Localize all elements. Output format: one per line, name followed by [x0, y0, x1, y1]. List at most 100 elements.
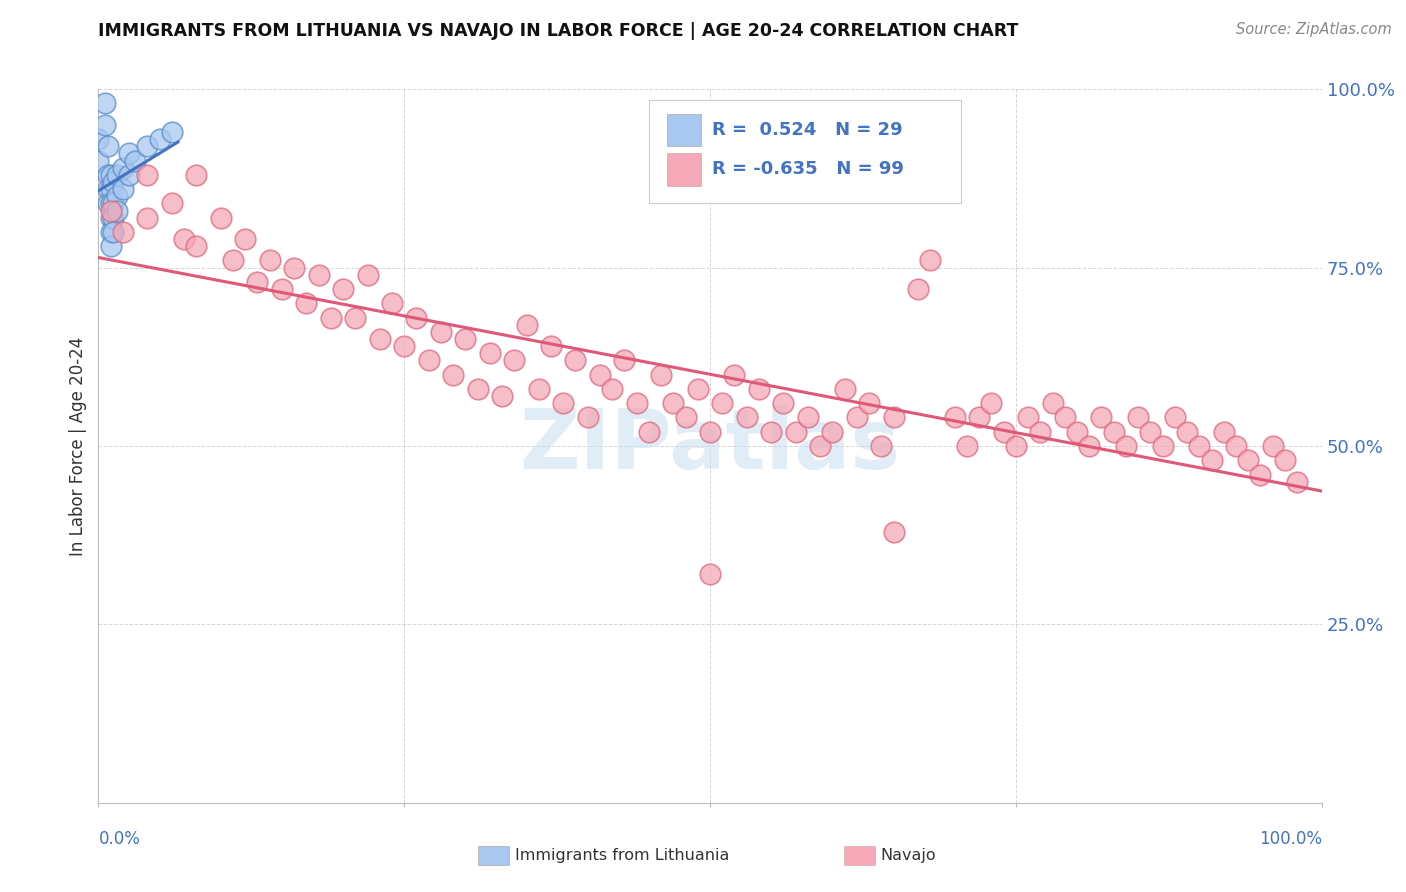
Point	[711, 396, 734, 410]
Point	[772, 396, 794, 410]
Point	[723, 368, 745, 382]
Point	[111, 225, 134, 239]
Point	[93, 96, 115, 111]
Point	[540, 339, 562, 353]
Point	[136, 168, 159, 182]
Point	[761, 425, 783, 439]
Point	[332, 282, 354, 296]
Point	[1261, 439, 1284, 453]
Point	[662, 396, 685, 410]
Point	[105, 189, 128, 203]
Point	[233, 232, 256, 246]
Point	[97, 182, 120, 196]
Point	[97, 196, 120, 211]
Point	[430, 325, 453, 339]
Point	[1201, 453, 1223, 467]
Point	[785, 425, 807, 439]
Point	[283, 260, 305, 275]
Point	[101, 196, 124, 211]
Point	[186, 168, 208, 182]
Point	[478, 346, 501, 360]
Point	[1286, 475, 1309, 489]
Point	[870, 439, 893, 453]
Point	[699, 567, 721, 582]
Point	[136, 139, 159, 153]
Point	[118, 168, 141, 182]
Point	[491, 389, 513, 403]
Text: Navajo: Navajo	[880, 848, 936, 863]
Point	[956, 439, 979, 453]
Point	[821, 425, 844, 439]
Point	[907, 282, 929, 296]
Point	[1128, 410, 1150, 425]
Point	[160, 196, 183, 211]
Point	[589, 368, 612, 382]
Point	[1090, 410, 1112, 425]
Point	[356, 268, 378, 282]
Point	[735, 410, 758, 425]
Point	[1102, 425, 1125, 439]
Text: ZIPatlas: ZIPatlas	[520, 406, 900, 486]
Point	[797, 410, 820, 425]
Point	[1004, 439, 1026, 453]
Point	[186, 239, 208, 253]
Point	[883, 410, 905, 425]
Point	[920, 253, 942, 268]
Point	[222, 253, 245, 268]
Point	[418, 353, 440, 368]
Y-axis label: In Labor Force | Age 20-24: In Labor Force | Age 20-24	[69, 336, 87, 556]
Point	[650, 368, 672, 382]
Point	[319, 310, 342, 325]
Point	[93, 118, 115, 132]
Point	[748, 382, 770, 396]
Point	[1274, 453, 1296, 467]
Point	[943, 410, 966, 425]
Point	[1164, 410, 1187, 425]
Point	[467, 382, 489, 396]
Point	[100, 239, 122, 253]
Point	[967, 410, 990, 425]
Text: 0.0%: 0.0%	[98, 830, 141, 847]
FancyBboxPatch shape	[668, 153, 702, 186]
Point	[270, 282, 294, 296]
Point	[637, 425, 661, 439]
Point	[515, 318, 537, 332]
Point	[454, 332, 477, 346]
Text: R = -0.635   N = 99: R = -0.635 N = 99	[713, 161, 904, 178]
Point	[1078, 439, 1101, 453]
Text: 100.0%: 100.0%	[1258, 830, 1322, 847]
Point	[1017, 410, 1039, 425]
Point	[381, 296, 404, 310]
Point	[1115, 439, 1137, 453]
Point	[626, 396, 648, 410]
Point	[527, 382, 550, 396]
Point	[344, 310, 367, 325]
Point	[97, 139, 120, 153]
Point	[503, 353, 526, 368]
Point	[100, 211, 122, 225]
FancyBboxPatch shape	[648, 100, 960, 203]
Point	[100, 168, 122, 182]
Point	[259, 253, 281, 268]
Point	[173, 232, 195, 246]
Point	[686, 382, 709, 396]
Point	[308, 268, 330, 282]
Point	[845, 410, 868, 425]
Point	[1053, 410, 1076, 425]
Text: Source: ZipAtlas.com: Source: ZipAtlas.com	[1236, 22, 1392, 37]
Point	[160, 125, 183, 139]
Point	[1212, 425, 1234, 439]
Point	[1237, 453, 1260, 467]
Point	[392, 339, 416, 353]
Point	[100, 203, 122, 218]
Text: R =  0.524   N = 29: R = 0.524 N = 29	[713, 121, 903, 139]
Point	[441, 368, 464, 382]
Point	[136, 211, 159, 225]
Point	[600, 382, 623, 396]
Point	[1249, 467, 1271, 482]
Point	[1042, 396, 1064, 410]
Point	[111, 182, 134, 196]
Point	[118, 146, 141, 161]
Point	[1066, 425, 1088, 439]
Point	[613, 353, 636, 368]
